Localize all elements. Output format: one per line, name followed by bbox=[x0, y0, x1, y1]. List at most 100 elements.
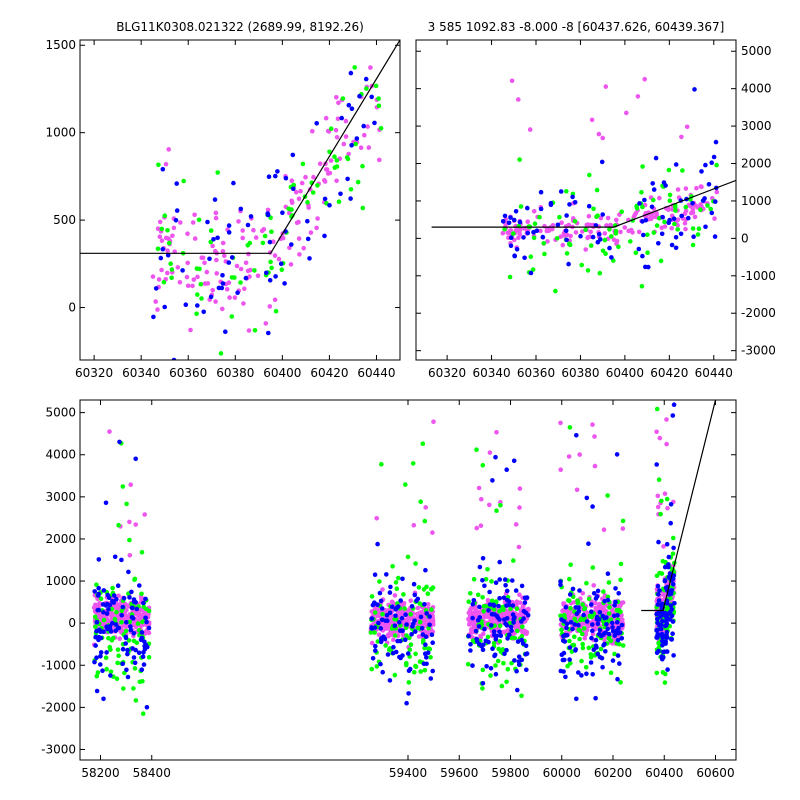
point-blue bbox=[403, 612, 408, 617]
point-magenta bbox=[514, 601, 519, 607]
point-magenta bbox=[128, 482, 133, 488]
point-magenta bbox=[220, 306, 225, 312]
point-blue bbox=[141, 662, 147, 667]
point-blue bbox=[659, 601, 665, 607]
point-green bbox=[120, 484, 126, 489]
point-blue bbox=[473, 628, 479, 634]
point-blue bbox=[369, 616, 375, 621]
point-blue bbox=[142, 639, 147, 645]
point-magenta bbox=[366, 145, 372, 150]
point-magenta bbox=[474, 609, 480, 615]
point-green bbox=[360, 163, 365, 169]
point-blue bbox=[671, 653, 676, 658]
point-magenta bbox=[550, 224, 555, 229]
point-green bbox=[588, 243, 594, 248]
point-magenta bbox=[664, 417, 669, 422]
point-blue bbox=[411, 581, 417, 587]
point-magenta bbox=[560, 242, 566, 248]
point-magenta bbox=[374, 516, 380, 521]
point-magenta bbox=[592, 434, 597, 439]
point-blue bbox=[424, 655, 429, 660]
point-magenta bbox=[675, 187, 681, 192]
point-blue bbox=[493, 637, 499, 642]
point-green bbox=[137, 679, 143, 685]
point-blue bbox=[94, 688, 100, 694]
point-blue bbox=[96, 634, 102, 640]
point-blue bbox=[414, 598, 419, 604]
point-blue bbox=[106, 607, 111, 612]
point-green bbox=[169, 275, 174, 281]
point-blue bbox=[290, 152, 296, 158]
point-green bbox=[332, 165, 338, 170]
point-magenta bbox=[276, 256, 282, 262]
point-green bbox=[640, 164, 645, 169]
point-blue bbox=[538, 189, 544, 195]
point-magenta bbox=[657, 195, 662, 201]
point-green bbox=[708, 206, 713, 212]
point-blue bbox=[610, 658, 616, 663]
point-green bbox=[238, 280, 243, 285]
point-green bbox=[401, 592, 406, 597]
point-magenta bbox=[170, 233, 175, 239]
point-green bbox=[567, 638, 572, 644]
point-magenta bbox=[512, 624, 518, 629]
point-green bbox=[353, 141, 358, 147]
y-tick-label: 500 bbox=[53, 213, 76, 227]
point-green bbox=[567, 598, 572, 604]
point-green bbox=[252, 268, 257, 273]
point-blue bbox=[669, 613, 675, 619]
point-blue bbox=[512, 658, 517, 663]
point-blue bbox=[521, 235, 526, 240]
point-green bbox=[155, 246, 161, 252]
point-green bbox=[101, 617, 107, 623]
point-green bbox=[488, 673, 493, 678]
point-blue bbox=[120, 661, 125, 667]
point-green bbox=[602, 237, 608, 243]
x-tick-label: 60000 bbox=[543, 766, 581, 780]
point-blue bbox=[143, 615, 148, 621]
point-magenta bbox=[242, 286, 247, 292]
point-green bbox=[675, 227, 680, 232]
point-green bbox=[208, 228, 214, 233]
point-green bbox=[654, 223, 660, 228]
point-blue bbox=[96, 585, 101, 591]
point-magenta bbox=[698, 184, 704, 189]
point-magenta bbox=[341, 141, 347, 147]
point-blue bbox=[666, 574, 672, 580]
point-blue bbox=[349, 143, 354, 148]
point-blue bbox=[570, 194, 575, 200]
point-green bbox=[580, 631, 585, 637]
point-blue bbox=[369, 94, 375, 100]
point-magenta bbox=[568, 233, 573, 239]
x-tick-label: 60380 bbox=[561, 366, 599, 380]
point-green bbox=[327, 149, 332, 155]
point-magenta bbox=[376, 632, 382, 637]
point-blue bbox=[104, 650, 109, 655]
point-magenta bbox=[509, 78, 515, 84]
point-magenta bbox=[385, 633, 391, 638]
point-magenta bbox=[669, 226, 674, 231]
point-magenta bbox=[580, 591, 586, 596]
point-magenta bbox=[192, 236, 198, 241]
point-blue bbox=[372, 600, 377, 605]
point-magenta bbox=[272, 297, 278, 303]
point-green bbox=[616, 244, 621, 250]
point-blue bbox=[525, 205, 530, 211]
point-blue bbox=[663, 641, 668, 646]
point-blue bbox=[216, 285, 222, 291]
point-blue bbox=[421, 661, 427, 667]
point-magenta bbox=[558, 420, 563, 426]
point-magenta bbox=[323, 115, 329, 121]
point-green bbox=[668, 596, 673, 601]
panel-bottom-ticks: 58200 58400 59400 59600 59800 60000 60200 60400… bbox=[41, 400, 736, 780]
point-blue bbox=[506, 220, 512, 226]
point-blue bbox=[101, 588, 107, 593]
point-magenta bbox=[191, 277, 197, 282]
point-green bbox=[598, 646, 604, 652]
point-blue bbox=[491, 629, 497, 634]
point-green bbox=[379, 462, 384, 467]
point-blue bbox=[671, 402, 677, 408]
y-tick-label: -3000 bbox=[741, 344, 776, 358]
point-magenta bbox=[362, 132, 367, 138]
point-magenta bbox=[165, 270, 170, 276]
